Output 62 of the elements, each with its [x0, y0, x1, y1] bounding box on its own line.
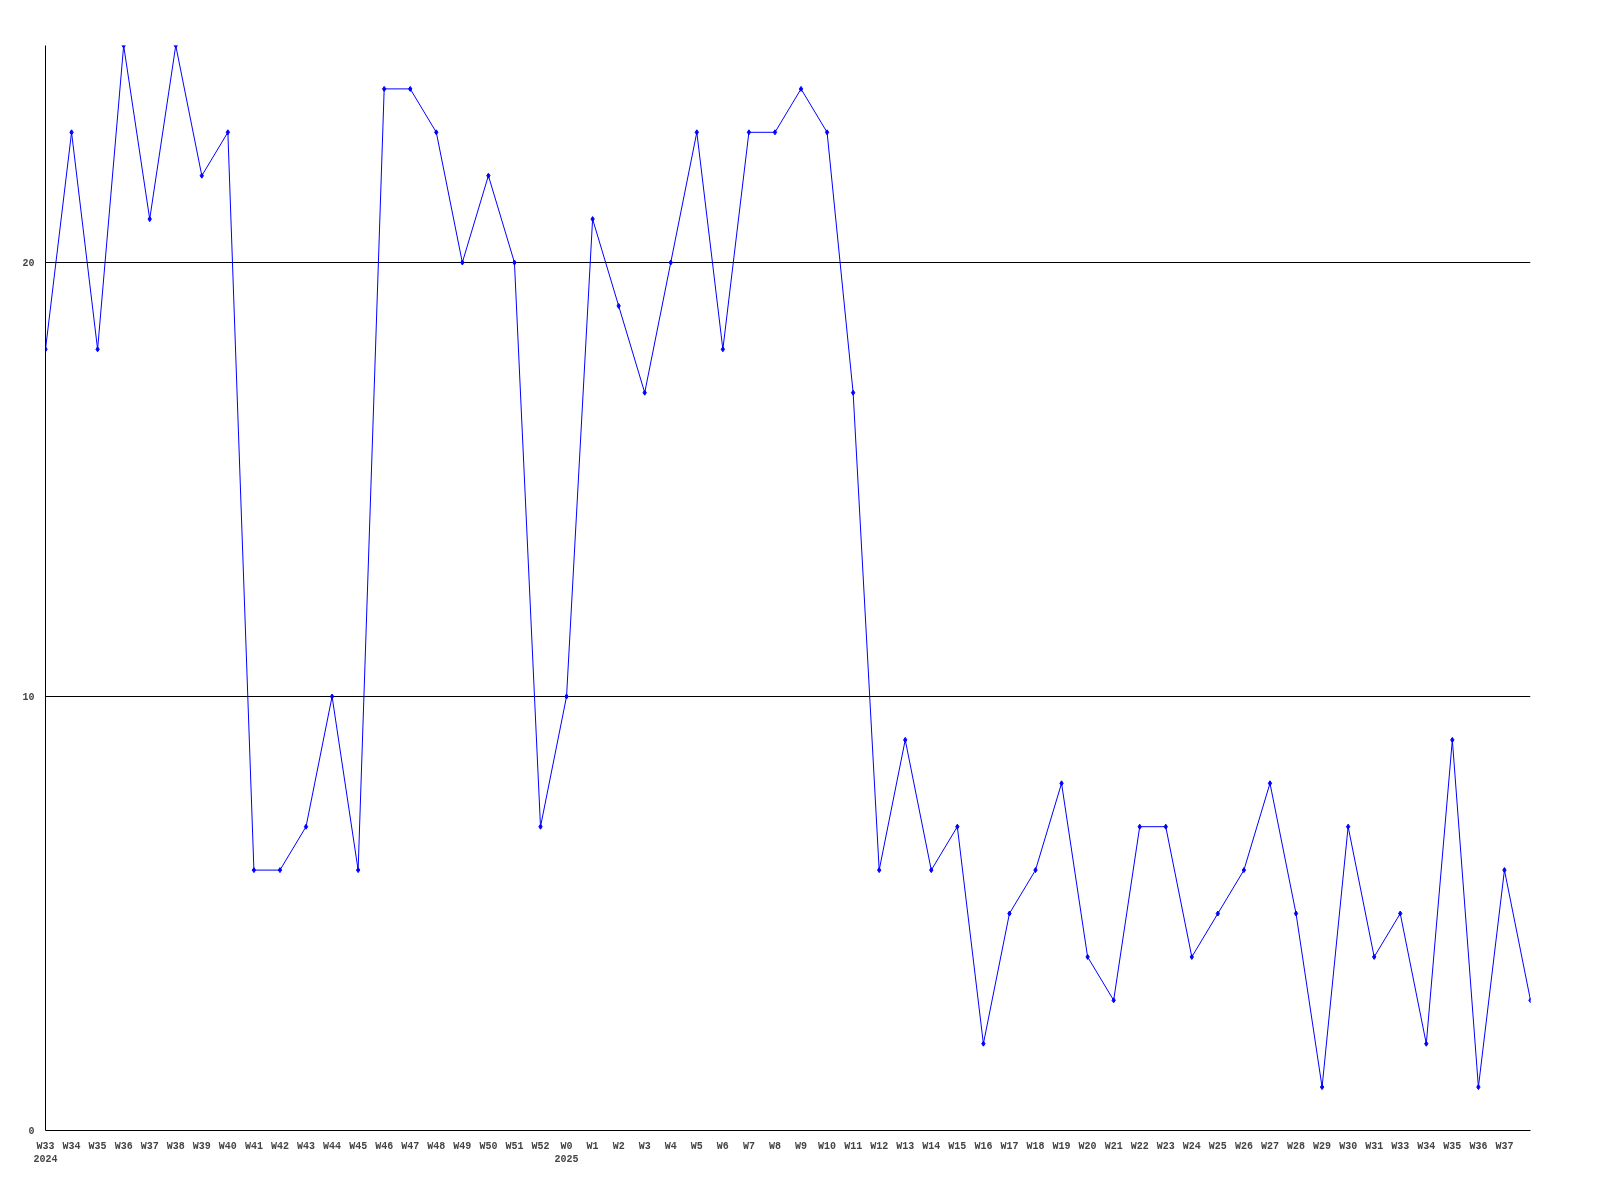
x-tick-label: W20: [1078, 1140, 1097, 1152]
x-tick-label: W27: [1260, 1140, 1279, 1152]
x-tick-label: W25: [1208, 1140, 1227, 1152]
y-tick-label: 0: [28, 1126, 35, 1137]
x-tick-label: W21: [1104, 1140, 1123, 1152]
x-tick-label: W19: [1052, 1140, 1071, 1152]
x-tick-label: W48: [427, 1140, 446, 1152]
x-tick-label: W10: [818, 1140, 837, 1152]
y-tick-label: 20: [22, 258, 35, 269]
text: 2024: [33, 1153, 58, 1165]
x-tick-label: W52: [531, 1140, 550, 1152]
x-tick-label: W6: [716, 1140, 729, 1152]
x-tick-label: W11: [844, 1140, 863, 1152]
x-tick-label: W23: [1156, 1140, 1175, 1152]
x-tick-label: W36: [1469, 1140, 1488, 1152]
x-tick-label: W36: [114, 1140, 133, 1152]
x-tick-label: W33: [36, 1140, 55, 1152]
x-tick-label: W28: [1287, 1140, 1306, 1152]
x-tick-label: W24: [1182, 1140, 1201, 1152]
x-tick-label: W47: [401, 1140, 420, 1152]
x-tick-label: W3: [638, 1140, 651, 1152]
x-tick-label: W40: [218, 1140, 237, 1152]
x-tick-label: W41: [244, 1140, 263, 1152]
x-tick-label: W9: [795, 1140, 808, 1152]
x-tick-label: W5: [690, 1140, 703, 1152]
x-tick-label: W35: [88, 1140, 107, 1152]
text: 2025: [554, 1153, 579, 1165]
x-tick-label: W37: [140, 1140, 159, 1152]
x-tick-label: W42: [270, 1140, 289, 1152]
x-tick-label: W38: [166, 1140, 185, 1152]
x-tick-label: W17: [1000, 1140, 1019, 1152]
x-tick-label: W49: [453, 1140, 472, 1152]
x-tick-label: W8: [768, 1140, 781, 1152]
y-tick-label: 10: [22, 692, 35, 703]
x-tick-label: W34: [1417, 1140, 1436, 1152]
x-tick-label: W43: [297, 1140, 316, 1152]
x-tick-label: W4: [664, 1140, 677, 1152]
x-tick-label: W29: [1313, 1140, 1332, 1152]
x-tick-label: W45: [349, 1140, 368, 1152]
x-tick-label: W2: [612, 1140, 625, 1152]
x-tick-label: W18: [1026, 1140, 1045, 1152]
x-tick-label: W37: [1495, 1140, 1514, 1152]
x-tick-label: W33: [1391, 1140, 1410, 1152]
x-tick-label: W15: [948, 1140, 967, 1152]
x-tick-label: W34: [62, 1140, 81, 1152]
x-tick-label: W1: [586, 1140, 599, 1152]
x-tick-label: W16: [974, 1140, 993, 1152]
x-tick-label: W26: [1234, 1140, 1253, 1152]
x-tick-label: W46: [375, 1140, 394, 1152]
x-tick-label: W0: [560, 1140, 573, 1152]
x-tick-label: W31: [1365, 1140, 1384, 1152]
x-tick-label: W14: [922, 1140, 941, 1152]
x-tick-label: W22: [1130, 1140, 1149, 1152]
x-tick-label: W7: [742, 1140, 755, 1152]
x-tick-label: W50: [479, 1140, 498, 1152]
x-tick-label: W51: [505, 1140, 524, 1152]
x-tick-label: W39: [192, 1140, 211, 1152]
x-tick-label: W12: [870, 1140, 889, 1152]
x-tick-label: W44: [323, 1140, 342, 1152]
x-tick-label: W35: [1443, 1140, 1462, 1152]
x-tick-label: W13: [896, 1140, 915, 1152]
x-tick-label: W30: [1339, 1140, 1358, 1152]
